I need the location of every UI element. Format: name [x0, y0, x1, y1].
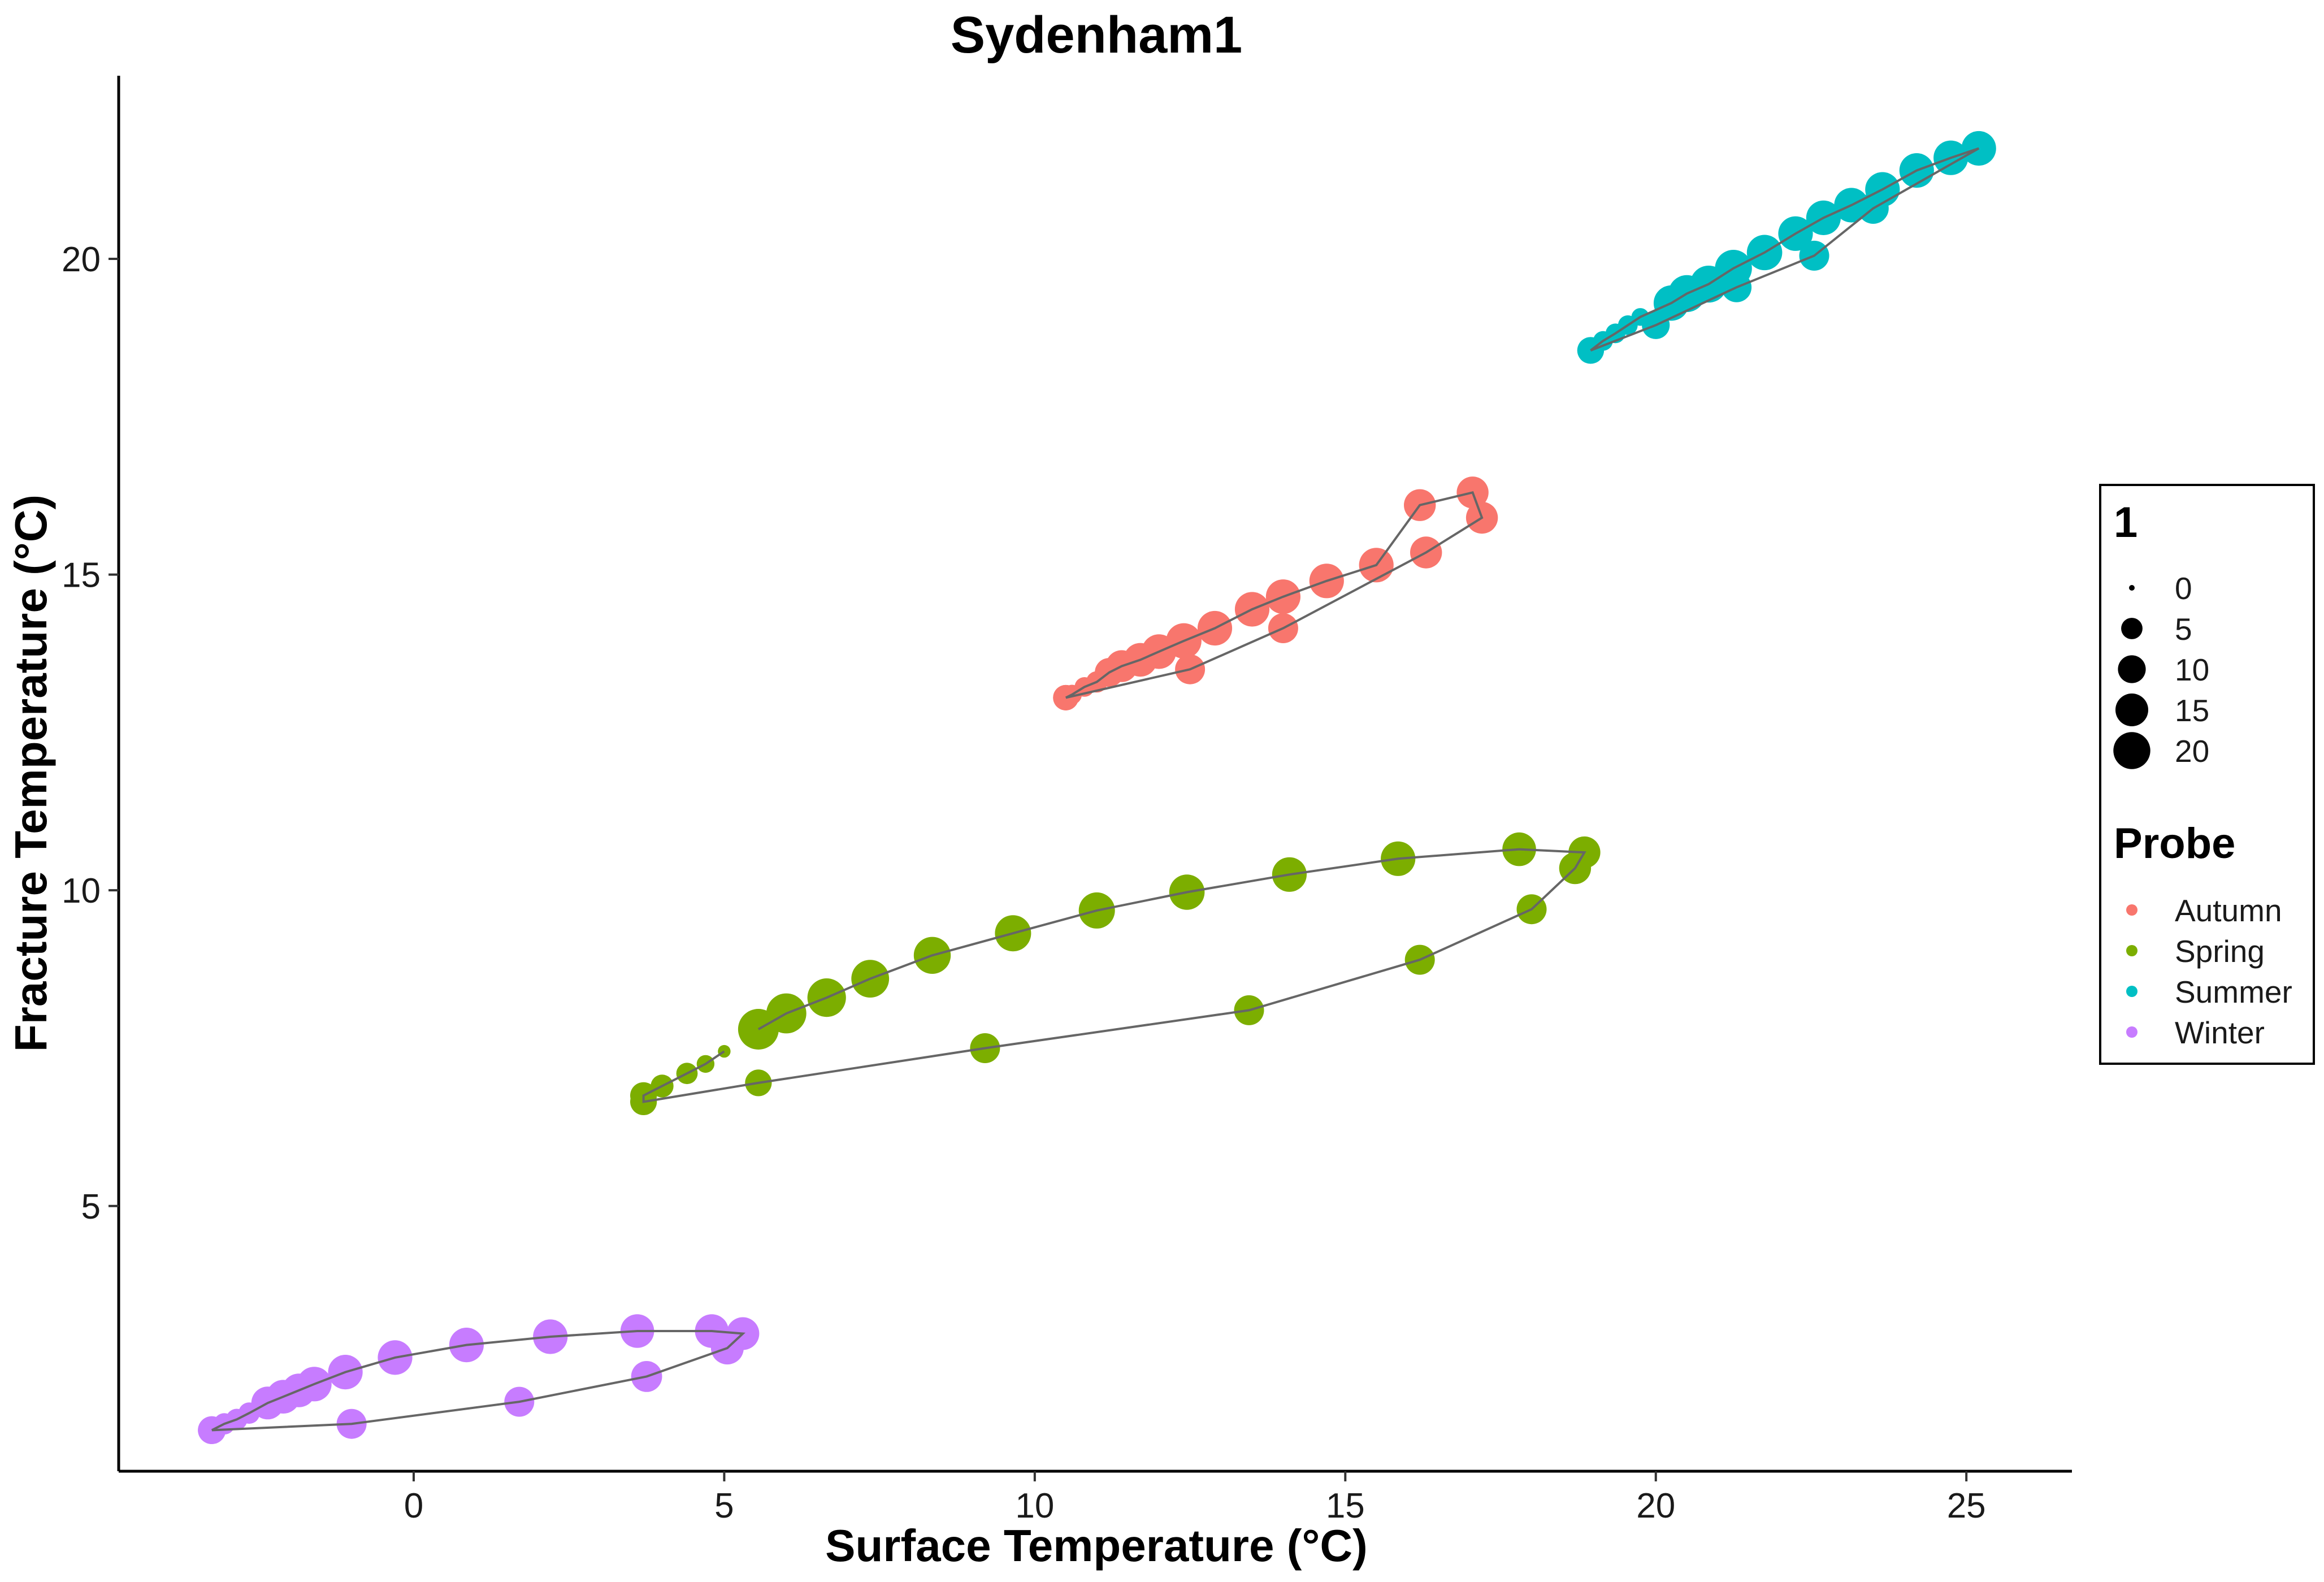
series-path-winter	[211, 1330, 746, 1432]
series-autumn	[1053, 476, 1498, 710]
y-tick-label: 15	[62, 556, 101, 595]
color-legend-key	[2126, 986, 2137, 997]
size-legend-key	[2118, 655, 2146, 683]
y-axis-ticks: 5 10 15 20	[62, 240, 119, 1226]
color-legend-title: Probe	[2114, 820, 2235, 868]
y-tick-label: 10	[62, 872, 101, 911]
x-tick-label: 25	[1947, 1486, 1986, 1525]
size-legend-label: 20	[2175, 734, 2209, 769]
size-legend-label: 0	[2175, 571, 2192, 606]
series-path-spring	[642, 848, 1586, 1103]
size-legend-key	[2115, 694, 2148, 726]
x-tick-label: 0	[404, 1486, 423, 1525]
size-legend: 0 5 10 15 20	[2113, 571, 2209, 769]
size-legend-label: 15	[2175, 693, 2209, 728]
x-tick-label: 10	[1015, 1486, 1054, 1525]
color-legend-key	[2126, 1026, 2137, 1038]
color-legend-key	[2126, 904, 2137, 916]
color-legend-key	[2126, 945, 2137, 956]
x-axis-ticks: 0 5 10 15 20 25	[404, 1471, 1986, 1525]
x-tick-label: 20	[1636, 1486, 1675, 1525]
size-legend-key	[2121, 618, 2143, 639]
series-winter	[198, 1314, 760, 1444]
size-legend-title: 1	[2114, 499, 2137, 547]
color-legend-label: Winter	[2175, 1015, 2265, 1050]
series-summer	[1577, 131, 1996, 364]
size-legend-key	[2129, 585, 2135, 591]
y-tick-label: 20	[62, 240, 101, 279]
color-legend-label: Spring	[2175, 934, 2265, 969]
size-legend-label: 10	[2175, 652, 2209, 687]
series-path-summer	[1590, 147, 1980, 352]
size-legend-label: 5	[2175, 612, 2192, 647]
plot-area	[198, 131, 1996, 1444]
y-tick-label: 5	[81, 1187, 101, 1226]
color-legend-label: Autumn	[2175, 893, 2282, 928]
legend-box	[2099, 484, 2315, 1065]
legend: 1 0 5 10 15 20 Probe Autumn Spring Summer Winte…	[2099, 484, 2315, 1065]
size-legend-key	[2113, 732, 2150, 769]
color-legend-label: Summer	[2175, 974, 2292, 1009]
x-tick-label: 5	[714, 1486, 734, 1525]
series-path-autumn	[1065, 491, 1484, 699]
x-tick-label: 15	[1326, 1486, 1365, 1525]
chart-title: Sydenham1	[951, 6, 1242, 64]
color-legend: Autumn Spring Summer Winter	[2126, 893, 2292, 1050]
y-axis-title: Fracture Temperature (°C)	[6, 495, 56, 1052]
x-axis-title: Surface Temperature (°C)	[825, 1520, 1368, 1571]
data-point	[718, 1044, 731, 1058]
series-spring	[630, 832, 1601, 1115]
